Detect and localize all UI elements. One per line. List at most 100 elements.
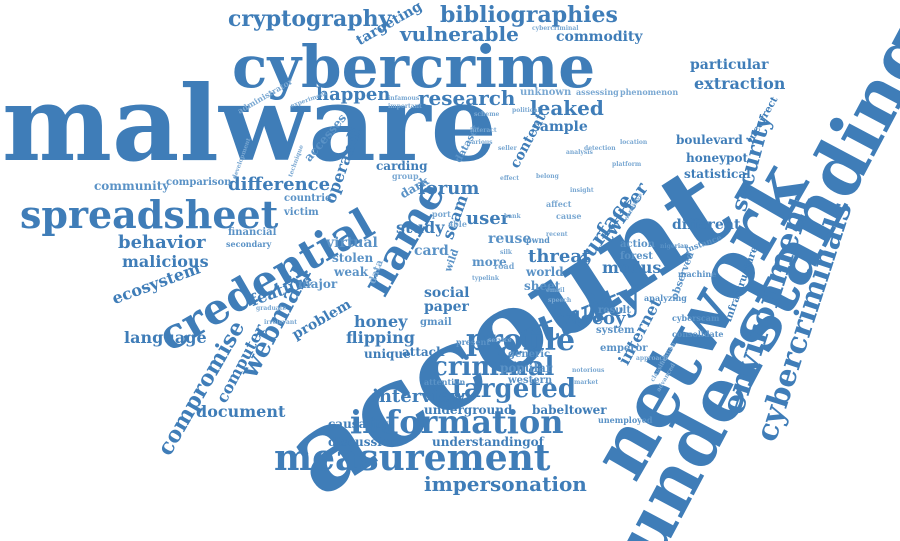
word-reuse: reuse — [488, 231, 532, 247]
word-community: community — [94, 179, 170, 193]
word-carding: carding — [376, 159, 428, 173]
word-interview: interview — [372, 386, 466, 407]
word-popular: popular — [500, 361, 553, 375]
word-present: present — [456, 337, 491, 347]
word-bank: bank — [504, 213, 521, 220]
word-road: road — [494, 261, 515, 271]
word-virtual: virtual — [326, 235, 378, 251]
word-result: result — [598, 305, 631, 316]
word-port: port — [432, 209, 451, 219]
word-document: document — [196, 402, 286, 421]
word-impersonation: impersonation — [424, 472, 587, 496]
word-insight: insight — [570, 187, 594, 194]
word-infamous: infamous — [388, 95, 420, 102]
word-commodity: commodity — [556, 29, 643, 45]
word-weak: weak — [334, 265, 369, 279]
word-modus: modus — [602, 258, 662, 277]
word-boulevard: boulevard — [676, 133, 743, 147]
word-attention: attention — [424, 377, 466, 387]
word-different: different — [672, 217, 741, 233]
word-service: service — [488, 337, 512, 344]
word-targeted: targeted — [452, 374, 577, 404]
word-discussion: discussion — [328, 435, 399, 449]
word-seller: seller — [498, 145, 517, 152]
word-irrelevant: irrelevant — [264, 319, 298, 326]
word-cryptography: cryptography — [228, 6, 392, 32]
word-generic: generic — [508, 349, 551, 360]
word-action: action — [620, 239, 655, 250]
word-information: information — [350, 403, 564, 441]
word-group: group — [392, 171, 419, 181]
word-countrie: countrie — [284, 193, 332, 204]
word-platform: platform — [612, 161, 642, 168]
word-cyberscam: cyberscam — [672, 313, 720, 323]
word-unique: unique — [364, 347, 411, 361]
word-decoy: decoy — [568, 308, 626, 329]
word-link: link — [486, 275, 500, 282]
word-gmail: gmail — [420, 317, 452, 328]
word-graduate: graduate — [256, 305, 287, 312]
word-assessing: assessing — [576, 87, 619, 97]
word-threat: threat — [528, 246, 591, 267]
word-victim: victim — [284, 207, 319, 218]
word-honey: honey — [354, 312, 408, 331]
word-spreadsheet: spreadsheet — [20, 192, 279, 237]
word-western: western — [508, 375, 553, 386]
word-statistical: statistical — [684, 167, 751, 181]
word-recent: recent — [546, 231, 568, 238]
word-able: able — [448, 219, 467, 229]
word-approach: approach — [636, 355, 668, 362]
word-speech: speech — [548, 297, 572, 304]
word-underground: underground — [424, 403, 513, 417]
word-research: research — [418, 86, 516, 110]
word-system: system — [596, 325, 635, 336]
word-card: card — [414, 243, 449, 259]
word-nigerian: nigerian — [660, 243, 689, 250]
word-happen: happen — [316, 84, 391, 105]
word-language: language — [124, 328, 207, 347]
word-belong: belong — [536, 173, 559, 180]
word-sheet: sheet — [524, 279, 561, 293]
word-paper: paper — [424, 299, 469, 315]
word-forum: forum — [418, 178, 480, 199]
word-pwnd: pwnd — [526, 235, 550, 245]
word-sample: sample — [532, 119, 588, 135]
word-cybercrime: cybercrime — [232, 33, 596, 101]
word-criminal: criminal — [432, 352, 555, 382]
word-comparison: comparison — [166, 177, 232, 188]
word-various: various — [468, 139, 493, 146]
word-scheme: scheme — [474, 111, 500, 118]
word-consolidate: consolidate — [672, 329, 724, 339]
word-behavior: behavior — [118, 232, 206, 253]
word-forest: forest — [620, 251, 653, 262]
word-analyzing: analyzing — [644, 293, 687, 303]
word-affect: affect — [546, 199, 572, 209]
word-content: content — [507, 110, 550, 172]
word-important: important — [388, 103, 422, 110]
word-honeypot: honeypot — [686, 151, 748, 165]
word-political: political — [512, 107, 540, 114]
word-emperor: emperor — [600, 343, 648, 354]
word-particular: particular — [690, 57, 769, 73]
word-study: study — [396, 218, 445, 237]
word-causality: causality — [328, 417, 388, 431]
word-detection: detection — [584, 145, 616, 152]
word-silk: silk — [500, 249, 513, 256]
word-bibliographies: bibliographies — [440, 2, 618, 28]
word-difference: difference — [228, 174, 331, 195]
word-notorious: notorious — [572, 367, 605, 374]
word-cause: cause — [556, 211, 582, 221]
word-market: market — [574, 379, 599, 386]
word-email: email — [546, 287, 565, 294]
word-understandingof: understandingof — [432, 435, 544, 449]
word-phenomenon: phenomenon — [620, 87, 679, 97]
word-cybercriminal: cybercriminal — [532, 25, 579, 32]
word-analysis: analysis — [566, 149, 593, 156]
word-secondary: secondary — [226, 239, 272, 249]
word-malicious: malicious — [122, 252, 209, 271]
word-machine: machine — [678, 269, 717, 279]
word-social: social — [424, 285, 470, 301]
word-interact: interact — [470, 127, 497, 134]
word-leaked: leaked — [530, 96, 604, 120]
word-malware: malware — [2, 62, 497, 185]
